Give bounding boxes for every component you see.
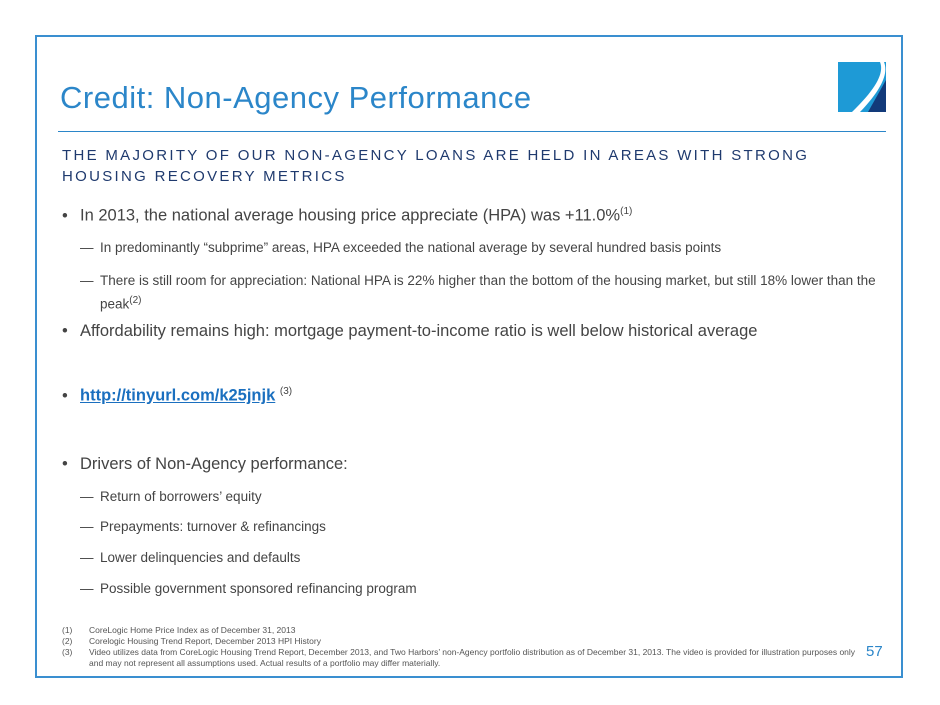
title-divider <box>58 131 886 132</box>
page-number: 57 <box>866 643 883 660</box>
bullet-mark: • <box>62 322 68 340</box>
dash-mark: — <box>80 550 94 565</box>
bullet-text: Drivers of Non-Agency performance: <box>80 455 348 473</box>
bullet-hpa: • In 2013, the national average housing p… <box>62 206 632 226</box>
footnote-ref: (3) <box>279 386 293 397</box>
sub-bullet: — Possible government sponsored refinanci… <box>80 579 880 599</box>
video-link[interactable]: http://tinyurl.com/k25jnjk <box>80 386 276 405</box>
footnote-text: Video utilizes data from CoreLogic Housi… <box>89 647 856 668</box>
slide-subtitle: THE MAJORITY OF OUR NON-AGENCY LOANS ARE… <box>62 147 810 185</box>
bullet-mark: • <box>62 206 68 225</box>
sub-bullet-text: Possible government sponsored refinancin… <box>100 581 417 596</box>
slide-frame <box>35 35 903 678</box>
sub-bullet: — Lower delinquencies and defaults <box>80 548 880 568</box>
sub-bullet-text: There is still room for appreciation: Na… <box>100 273 876 312</box>
footnote-text: Corelogic Housing Trend Report, December… <box>89 636 321 646</box>
bullet-drivers: • Drivers of Non-Agency performance: <box>62 455 348 474</box>
sub-bullet: — Prepayments: turnover & refinancings <box>80 517 880 537</box>
footnote-number: (3) <box>62 647 73 657</box>
slide-title: Credit: Non-Agency Performance <box>60 80 532 115</box>
footnote-ref: (2) <box>129 295 142 306</box>
sub-bullet-text: In predominantly “subprime” areas, HPA e… <box>100 240 722 255</box>
dash-mark: — <box>80 519 94 534</box>
footnote: (2) Corelogic Housing Trend Report, Decem… <box>62 636 862 647</box>
company-logo-icon <box>838 62 886 112</box>
bullet-mark: • <box>62 455 68 473</box>
sub-bullet: — There is still room for appreciation: N… <box>80 271 890 315</box>
sub-bullet-text: Return of borrowers’ equity <box>100 489 262 504</box>
sub-bullet: — Return of borrowers’ equity <box>80 487 880 507</box>
dash-mark: — <box>80 273 94 288</box>
dash-mark: — <box>80 581 94 596</box>
dash-mark: — <box>80 240 94 255</box>
footnote: (3) Video utilizes data from CoreLogic Ho… <box>62 647 862 668</box>
footnote-text: CoreLogic Home Price Index as of Decembe… <box>89 625 296 635</box>
sub-bullet-text: Lower delinquencies and defaults <box>100 550 301 565</box>
bullet-text: In 2013, the national average housing pr… <box>80 206 621 225</box>
bullet-text: Affordability remains high: mortgage pay… <box>80 322 758 340</box>
dash-mark: — <box>80 489 94 504</box>
footnote-number: (1) <box>62 625 73 635</box>
bullet-link: • http://tinyurl.com/k25jnjk (3) <box>62 386 292 406</box>
bullet-mark: • <box>62 386 68 405</box>
footnote-number: (2) <box>62 636 73 646</box>
bullet-affordability: • Affordability remains high: mortgage pa… <box>62 322 757 341</box>
sub-bullet-text: Prepayments: turnover & refinancings <box>100 519 326 534</box>
sub-bullet: — In predominantly “subprime” areas, HPA … <box>80 238 880 258</box>
footnote-ref: (1) <box>620 206 633 217</box>
footnote: (1) CoreLogic Home Price Index as of Dece… <box>62 625 862 636</box>
